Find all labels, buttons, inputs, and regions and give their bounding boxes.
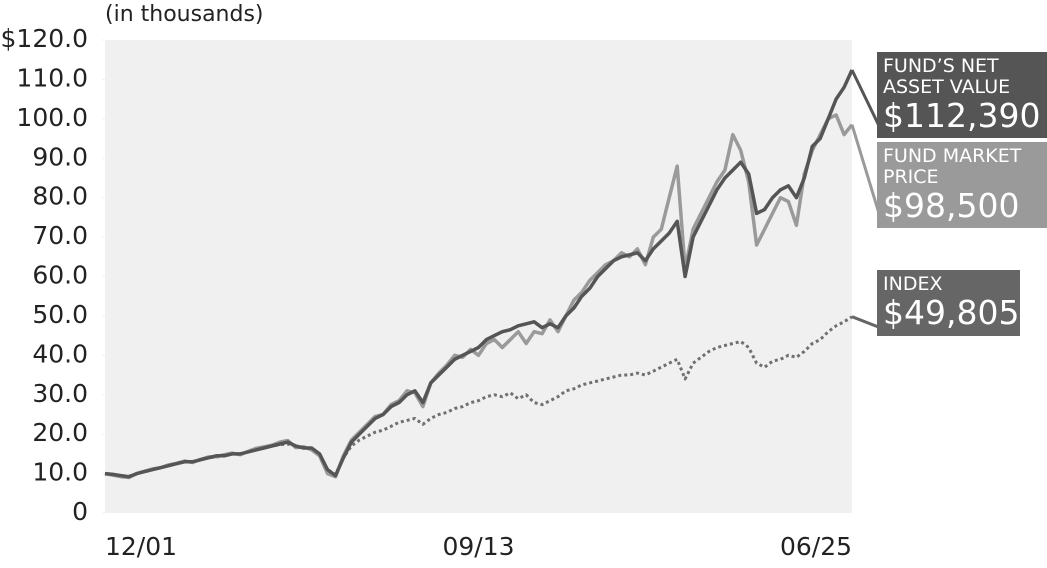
y-tick-label: 30.0 xyxy=(32,379,88,408)
y-tick-label: 10.0 xyxy=(32,458,88,487)
y-tick-label: 110.0 xyxy=(16,63,88,92)
y-tick-label: 40.0 xyxy=(32,339,88,368)
x-tick-label: 12/01 xyxy=(105,532,177,561)
y-tick-label: 80.0 xyxy=(32,182,88,211)
end-label: FUND MARKET PRICE $98,500 xyxy=(877,142,1047,228)
value-label: $112,390 xyxy=(883,96,1041,135)
connector xyxy=(850,124,883,221)
chart-subtitle: (in thousands) xyxy=(105,2,264,27)
x-tick-label: 06/25 xyxy=(780,532,852,561)
y-tick-label: 100.0 xyxy=(16,103,88,132)
end-label: FUND’S NET ASSET VALUE $112,390 xyxy=(877,52,1047,138)
connector xyxy=(851,315,882,330)
y-tick-label: $120.0 xyxy=(1,24,88,53)
series-name: FUND MARKET PRICE xyxy=(883,145,1022,188)
y-tick-label: 0 xyxy=(72,497,88,526)
end-label: INDEX $49,805 xyxy=(877,270,1020,336)
y-tick-label: 60.0 xyxy=(32,261,88,290)
x-tick-label: 09/13 xyxy=(442,532,514,561)
y-tick-label: 70.0 xyxy=(32,221,88,250)
series-name: FUND’S NET ASSET VALUE xyxy=(883,55,1011,98)
value-label: $49,805 xyxy=(883,293,1020,332)
connector xyxy=(850,69,883,131)
y-tick-label: 20.0 xyxy=(32,418,88,447)
y-tick-label: 50.0 xyxy=(32,300,88,329)
y-tick-label: 90.0 xyxy=(32,142,88,171)
series-line xyxy=(104,69,854,479)
plot-area xyxy=(105,40,852,513)
series-name: INDEX xyxy=(883,273,943,295)
value-label: $98,500 xyxy=(883,186,1020,225)
